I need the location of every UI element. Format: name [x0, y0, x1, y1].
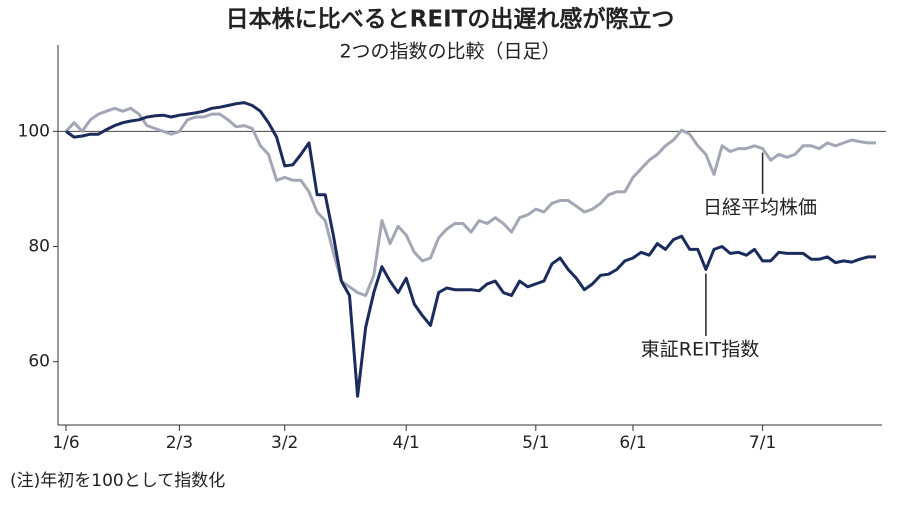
chart-title: 日本株に比べるとREITの出遅れ感が際立つ — [226, 6, 675, 33]
x-tick-label: 5/1 — [522, 433, 549, 453]
x-tick-label: 6/1 — [619, 433, 646, 453]
y-tick-label: 60 — [28, 352, 50, 372]
x-tick-label: 1/6 — [52, 433, 79, 453]
x-tick-label: 2/3 — [166, 433, 193, 453]
x-tick-label: 3/2 — [271, 433, 298, 453]
x-tick-label: 7/1 — [749, 433, 776, 453]
footnote: (注)年初を100として指数化 — [10, 471, 225, 491]
y-tick-label: 80 — [28, 237, 50, 257]
series-label: 東証REIT指数 — [641, 339, 759, 361]
y-tick-label: 100 — [18, 121, 50, 141]
series-line — [64, 106, 876, 297]
chart-subtitle: 2つの指数の比較（日足） — [339, 41, 560, 63]
series-label: 日経平均株価 — [703, 197, 817, 219]
x-tick-label: 4/1 — [393, 433, 420, 453]
series-line — [65, 101, 876, 398]
